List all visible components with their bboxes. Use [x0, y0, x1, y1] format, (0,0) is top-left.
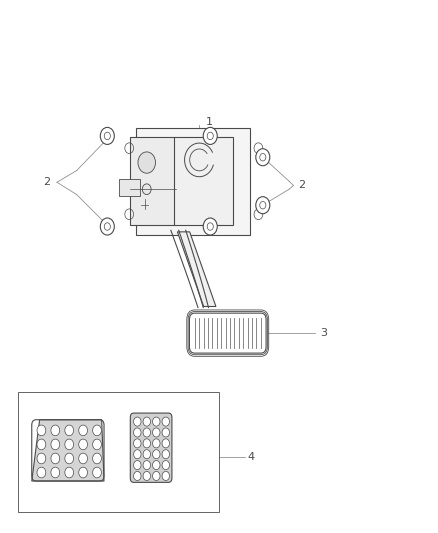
Circle shape	[143, 450, 151, 459]
FancyBboxPatch shape	[131, 413, 172, 482]
Circle shape	[143, 461, 151, 470]
Circle shape	[138, 152, 155, 173]
Circle shape	[162, 461, 170, 470]
Circle shape	[203, 218, 217, 235]
Circle shape	[65, 467, 74, 478]
Circle shape	[79, 453, 88, 464]
Circle shape	[162, 417, 170, 426]
Circle shape	[51, 439, 60, 450]
Circle shape	[134, 450, 141, 459]
Circle shape	[134, 417, 141, 426]
Bar	[131, 137, 176, 225]
Circle shape	[152, 450, 160, 459]
Circle shape	[79, 425, 88, 435]
Circle shape	[142, 184, 151, 195]
Circle shape	[51, 453, 60, 464]
Circle shape	[37, 453, 46, 464]
Text: 3: 3	[320, 328, 327, 338]
Circle shape	[143, 439, 151, 448]
Circle shape	[152, 428, 160, 437]
FancyBboxPatch shape	[189, 313, 266, 353]
Bar	[18, 392, 219, 512]
Circle shape	[152, 439, 160, 448]
Circle shape	[162, 471, 170, 480]
Bar	[174, 137, 233, 225]
Circle shape	[134, 461, 141, 470]
Circle shape	[143, 428, 151, 437]
Circle shape	[143, 471, 151, 480]
Circle shape	[143, 417, 151, 426]
Circle shape	[51, 467, 60, 478]
Polygon shape	[177, 232, 216, 306]
Circle shape	[100, 127, 114, 144]
Text: 4: 4	[247, 453, 254, 462]
Circle shape	[37, 425, 46, 435]
Circle shape	[152, 461, 160, 470]
Circle shape	[256, 149, 270, 166]
Text: 1: 1	[206, 117, 213, 126]
Circle shape	[256, 197, 270, 214]
Circle shape	[162, 450, 170, 459]
Circle shape	[51, 425, 60, 435]
Circle shape	[134, 428, 141, 437]
Circle shape	[65, 453, 74, 464]
Circle shape	[93, 425, 101, 435]
Circle shape	[162, 428, 170, 437]
Circle shape	[93, 467, 101, 478]
Text: 2: 2	[43, 177, 50, 187]
Text: 2: 2	[298, 181, 305, 190]
Circle shape	[79, 467, 88, 478]
Circle shape	[134, 471, 141, 480]
Circle shape	[93, 439, 101, 450]
Circle shape	[65, 439, 74, 450]
Bar	[119, 179, 140, 196]
Circle shape	[134, 439, 141, 448]
Circle shape	[100, 218, 114, 235]
Circle shape	[37, 439, 46, 450]
Circle shape	[152, 471, 160, 480]
Circle shape	[203, 127, 217, 144]
Circle shape	[152, 417, 160, 426]
Circle shape	[93, 453, 101, 464]
Circle shape	[79, 439, 88, 450]
Circle shape	[162, 439, 170, 448]
Polygon shape	[32, 420, 104, 481]
Circle shape	[65, 425, 74, 435]
Circle shape	[37, 467, 46, 478]
Bar	[136, 128, 250, 235]
